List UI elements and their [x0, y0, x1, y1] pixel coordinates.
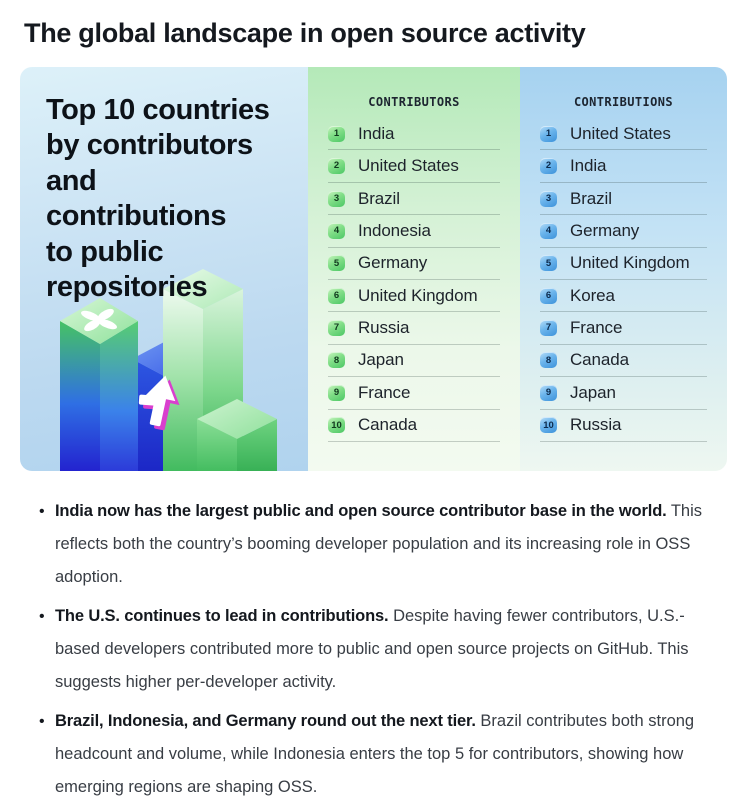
rank-badge: 7 [540, 320, 557, 337]
contributors-header: CONTRIBUTORS [368, 95, 460, 110]
country-label: Japan [570, 382, 616, 402]
country-label: United States [358, 156, 459, 176]
rank-list-item: 6 Korea [540, 280, 707, 313]
country-label: Russia [358, 318, 410, 338]
contributors-panel: CONTRIBUTORS 1 India 2 United States 3 Brazil… [308, 67, 520, 472]
insight-lead: India now has the largest public and ope… [55, 502, 667, 521]
country-label: United Kingdom [358, 285, 478, 305]
panel-title: Top 10 countries by contributors and contr… [46, 93, 284, 305]
rank-badge: 8 [540, 352, 557, 369]
rank-badge: 10 [540, 417, 557, 434]
insight-lead: The U.S. continues to lead in contributi… [55, 607, 389, 626]
rank-list-item: 9 France [328, 377, 500, 410]
rank-list-item: 7 Russia [328, 312, 500, 345]
rank-badge: 4 [328, 222, 345, 239]
rank-list-item: 7 France [540, 312, 707, 345]
rank-badge: 3 [540, 190, 557, 207]
rank-badge: 8 [328, 352, 345, 369]
contributions-panel: CONTRIBUTIONS 1 United States 2 India 3 Brazi… [520, 67, 727, 472]
infographic-left-panel: Top 10 countries by contributors and contr… [20, 67, 308, 472]
rank-badge: 1 [328, 125, 345, 142]
country-label: India [570, 156, 607, 176]
insight-bullet: India now has the largest public and ope… [38, 495, 717, 594]
rank-badge: 4 [540, 222, 557, 239]
country-label: United Kingdom [570, 253, 690, 273]
rank-list-item: 9 Japan [540, 377, 707, 410]
rank-badge: 9 [540, 384, 557, 401]
rank-badge: 5 [328, 255, 345, 272]
panel-title-line: by contributors [46, 129, 253, 162]
clover-icon [81, 308, 117, 332]
rank-list-item: 8 Canada [540, 345, 707, 378]
bar-column-left [60, 298, 138, 472]
up-arrow-icon [138, 375, 180, 431]
infographic-card: Top 10 countries by contributors and contr… [20, 67, 727, 472]
country-label: Korea [570, 285, 615, 305]
country-label: India [358, 123, 395, 143]
panel-title-line: repositories [46, 270, 208, 303]
rank-badge: 2 [328, 158, 345, 175]
rank-list-item: 5 Germany [328, 248, 500, 280]
country-label: United States [570, 123, 671, 143]
country-label: France [570, 318, 623, 338]
rank-list-item: 8 Japan [328, 345, 500, 378]
country-label: Indonesia [358, 220, 431, 240]
rank-list-item: 1 United States [540, 118, 707, 151]
contributors-list: 1 India 2 United States 3 Brazil 4 Indonesia 5 Ge… [328, 118, 500, 442]
page-title: The global landscape in open source acti… [24, 18, 586, 48]
panel-title-line: Top 10 countries [46, 94, 270, 127]
rank-list-item: 2 United States [328, 150, 500, 183]
rank-list-item: 3 Brazil [540, 183, 707, 216]
country-label: Germany [570, 220, 640, 240]
bar-chart-illustration [60, 269, 277, 472]
rank-list-item: 4 Germany [540, 215, 707, 248]
insight-bullet: The U.S. continues to lead in contributi… [38, 600, 717, 699]
rank-badge: 9 [328, 384, 345, 401]
country-label: France [358, 382, 411, 402]
country-label: Russia [570, 415, 622, 435]
rank-list-item: 10 Russia [540, 410, 707, 442]
rank-badge: 6 [540, 287, 557, 304]
contributions-list: 1 United States 2 India 3 Brazil 4 Germany 5 Unit… [540, 118, 707, 442]
country-label: Japan [358, 350, 404, 370]
rank-list-item: 2 India [540, 150, 707, 183]
rank-list-item: 5 United Kingdom [540, 248, 707, 280]
rank-badge: 5 [540, 255, 557, 272]
insight-bullet: Brazil, Indonesia, and Germany round out… [38, 705, 717, 804]
rank-list-item: 4 Indonesia [328, 215, 500, 248]
rank-list-item: 6 United Kingdom [328, 280, 500, 313]
contributions-header: CONTRIBUTIONS [573, 95, 674, 110]
rank-badge: 3 [328, 190, 345, 207]
country-label: Canada [570, 350, 629, 370]
rank-badge: 1 [540, 125, 557, 142]
insights-list: India now has the largest public and ope… [38, 495, 717, 804]
rank-list-item: 3 Brazil [328, 183, 500, 216]
panel-title-line: and contributions [46, 164, 227, 233]
panel-title-line: to public [46, 235, 164, 268]
rank-badge: 2 [540, 158, 557, 175]
bar-column-short [197, 399, 277, 472]
country-label: Brazil [358, 188, 400, 208]
country-label: Canada [358, 415, 417, 435]
rank-badge: 10 [328, 417, 345, 434]
country-label: Brazil [570, 188, 612, 208]
country-label: Germany [358, 253, 428, 273]
rank-badge: 7 [328, 320, 345, 337]
rank-list-item: 10 Canada [328, 410, 500, 442]
rank-list-item: 1 India [328, 118, 500, 151]
insight-lead: Brazil, Indonesia, and Germany round out… [55, 712, 476, 731]
rank-badge: 6 [328, 287, 345, 304]
